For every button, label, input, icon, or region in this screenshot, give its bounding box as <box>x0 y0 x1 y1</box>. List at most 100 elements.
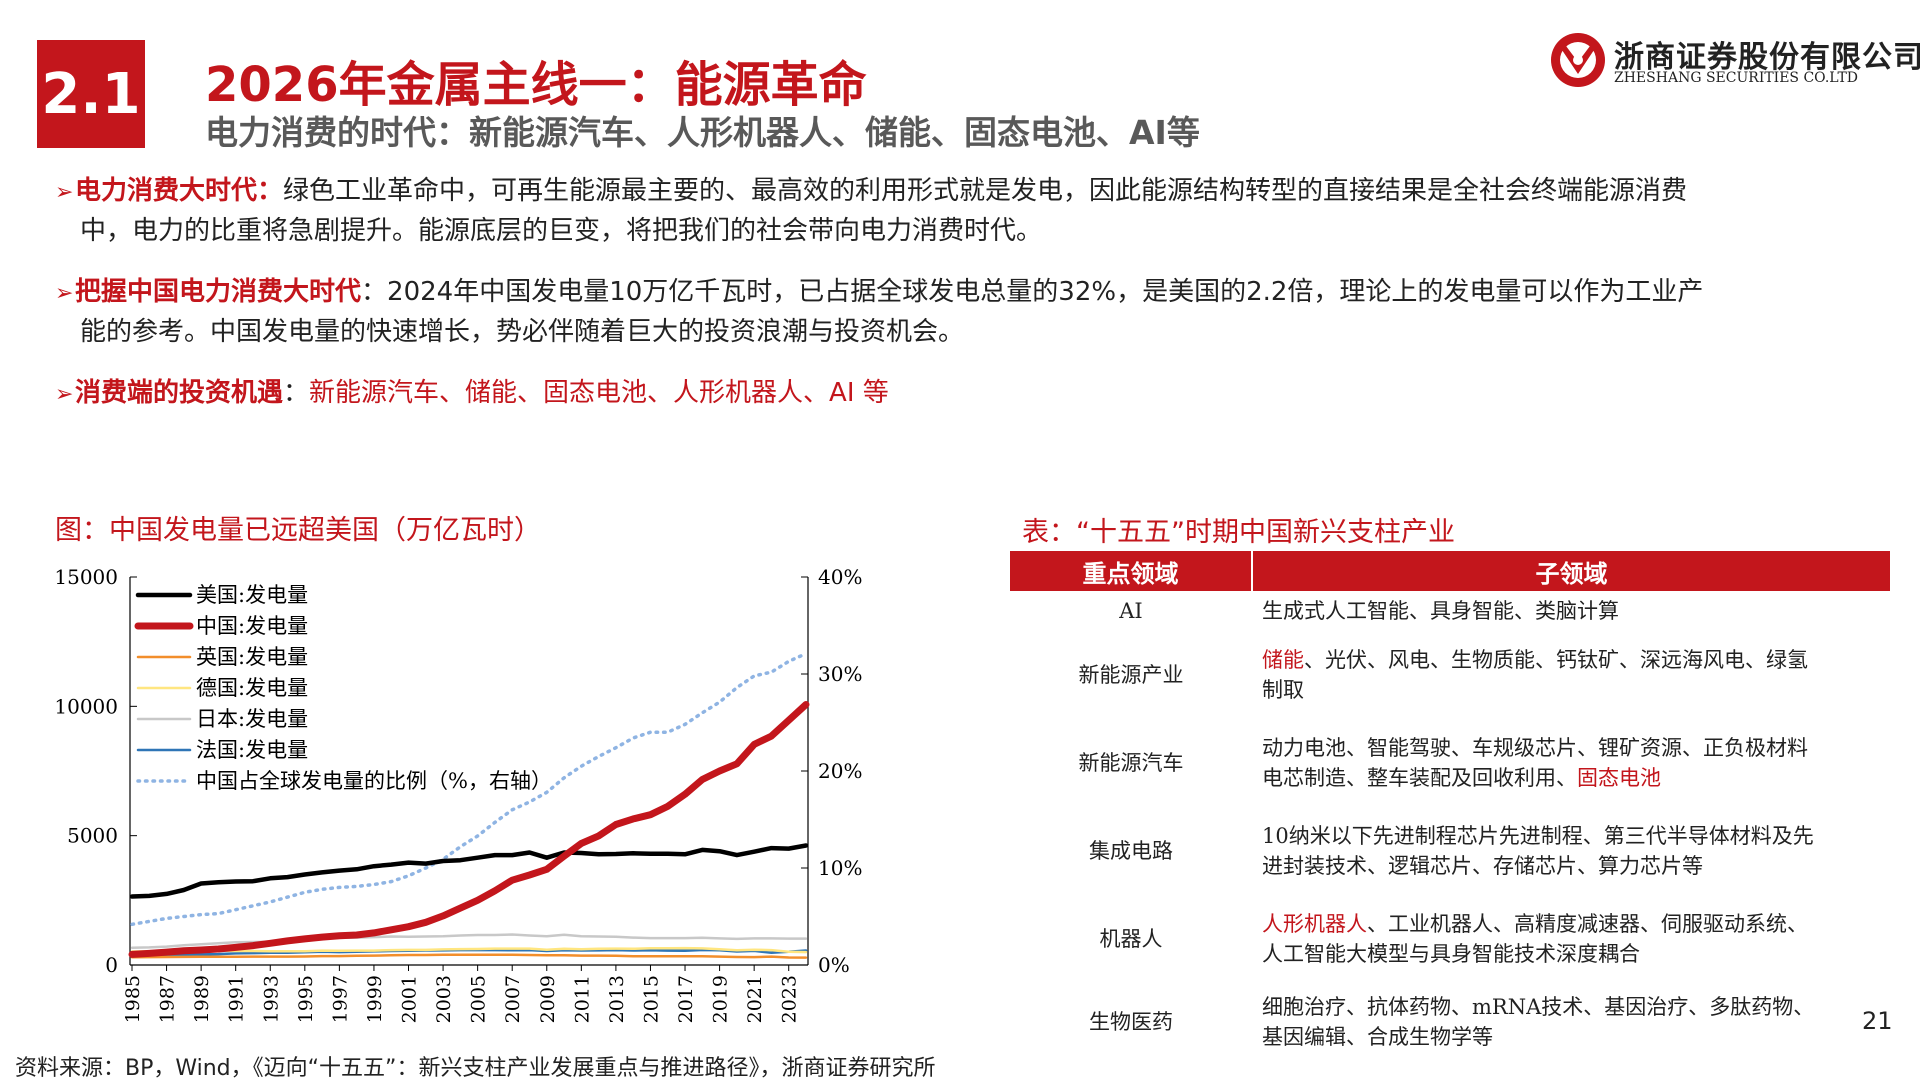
table-row: 生物医药 细胞治疗、抗体药物、mRNA技术、基因治疗、多肽药物、 基因编辑、合成… <box>1010 983 1890 1061</box>
sub-highlight: 储能 <box>1262 648 1304 672</box>
table-cell-area: 集成电路 <box>1089 839 1173 863</box>
chart-caption: 图：中国发电量已远超美国（万亿瓦时） <box>55 515 541 546</box>
x-tick-label: 2009 <box>537 975 559 1023</box>
x-tick-label: 2023 <box>779 975 801 1023</box>
bullet-text-continued: 中，电力的比重将急剧提升。能源底层的巨变，将把我们的社会带向电力消费时代。 <box>80 216 1043 246</box>
sub-text: 生成式人工智能、具身智能、类脑计算 <box>1262 599 1619 623</box>
table-cell-area: 生物医药 <box>1089 1010 1173 1034</box>
x-tick-label: 2021 <box>744 975 766 1023</box>
table-cell-sub: 细胞治疗、抗体药物、mRNA技术、基因治疗、多肽药物、 基因编辑、合成生物学等 <box>1252 983 1890 1061</box>
table-cell-area: AI <box>1119 599 1143 623</box>
y2-tick-label: 10% <box>818 856 862 880</box>
table-caption: 表：“十五五”时期中国新兴支柱产业 <box>1022 517 1455 548</box>
x-tick-label: 2017 <box>675 975 697 1023</box>
x-tick-label: 1989 <box>191 975 213 1023</box>
table-cell-sub: 人形机器人、工业机器人、高精度减速器、伺服驱动系统、 人工智能大模型与具身智能技… <box>1252 895 1890 983</box>
bullet-key: 把握中国电力消费大时代 <box>75 277 362 307</box>
power-generation-chart: 0 5000 10000 15000 0% 10% 20% 30% 40% 1985 1987 198… <box>54 565 862 1023</box>
bullet-text-continued: 能的参考。中国发电量的快速增长，势必伴随着巨大的投资浪潮与投资机会。 <box>80 317 965 347</box>
table-row: 集成电路 10纳米以下先进制程芯片先进制程、第三代半导体材料及先 进封装技术、逻… <box>1010 807 1890 895</box>
page-number: 21 <box>1862 1007 1893 1035</box>
legend-label: 美国:发电量 <box>196 583 308 607</box>
x-tick-label: 1985 <box>122 975 144 1023</box>
bullet-power-consumption-era: ➢电力消费大时代：绿色工业革命中，可再生能源最主要的、最高效的利用形式就是发电，… <box>55 172 1855 250</box>
legend-label: 日本:发电量 <box>196 707 308 731</box>
series-line-1 <box>128 701 810 958</box>
y-tick-label: 5000 <box>67 824 118 848</box>
header-key-area: 重点领域 <box>1010 551 1253 591</box>
x-tick-label: 2013 <box>606 975 628 1023</box>
series-line-3 <box>130 946 808 954</box>
bullet-arrow-icon: ➢ <box>55 382 74 407</box>
y-tick-label: 15000 <box>54 565 118 589</box>
table-cell-sub: 储能、光伏、风电、生物质能、钙钛矿、深远海风电、绿氢 制取 <box>1252 631 1890 719</box>
zheshang-logo-icon <box>1551 33 1605 87</box>
x-tick-label: 2001 <box>399 975 421 1023</box>
bullet-arrow-icon: ➢ <box>55 180 74 205</box>
bullet-separator: ： <box>257 176 284 206</box>
bullet-text: 绿色工业革命中，可再生能源最主要的、最高效的利用形式就是发电，因此能源结构转型的… <box>283 176 1688 206</box>
series-line-4 <box>130 933 808 949</box>
sub-text: 、光伏、风电、生物质能、钙钛矿、深远海风电、绿氢 <box>1304 648 1808 672</box>
page-title: 2026年金属主线一：能源革命 <box>205 57 867 113</box>
x-tick-label: 1993 <box>260 975 282 1023</box>
sub-text-line2: 基因编辑、合成生物学等 <box>1262 1025 1493 1049</box>
table-cell-area: 新能源产业 <box>1078 663 1184 687</box>
sub-text-line2: 电芯制造、整车装配及回收利用、 <box>1262 766 1577 790</box>
x-tick-label: 1997 <box>329 975 351 1023</box>
legend-label: 法国:发电量 <box>196 738 308 762</box>
table-row: 新能源产业 储能、光伏、风电、生物质能、钙钛矿、深远海风电、绿氢 制取 <box>1010 631 1890 719</box>
series-line-0 <box>129 843 809 899</box>
legend-label: 英国:发电量 <box>196 645 308 669</box>
sub-text-line2: 进封装技术、逻辑芯片、存储芯片、算力芯片等 <box>1262 854 1703 878</box>
series-line-6 <box>130 651 808 927</box>
header-sub-area: 子领域 <box>1252 551 1890 591</box>
sub-text-line2: 制取 <box>1262 678 1304 702</box>
x-tick-label: 2011 <box>571 975 593 1023</box>
y-tick-label: 0 <box>105 953 118 977</box>
sub-highlight: 人形机器人 <box>1262 912 1367 936</box>
x-tick-label: 1995 <box>295 975 317 1023</box>
sub-text: 动力电池、智能驾驶、车规级芯片、锂矿资源、正负极材料 <box>1262 736 1808 760</box>
logo-english-name: ZHESHANG SECURITIES CO.LTD <box>1614 70 1859 86</box>
bullet-arrow-icon: ➢ <box>55 281 74 306</box>
y2-tick-label: 20% <box>818 759 862 783</box>
table-cell-area: 新能源汽车 <box>1078 751 1184 775</box>
bullet-separator: ： <box>361 277 388 307</box>
table-cell-sub: 10纳米以下先进制程芯片先进制程、第三代半导体材料及先 进封装技术、逻辑芯片、存… <box>1252 807 1890 895</box>
bullet-text: 2024年中国发电量10万亿千瓦时，已占据全球发电总量的32%，是美国的2.2倍… <box>387 277 1704 307</box>
table-header-row: 重点领域 子领域 <box>1010 551 1890 591</box>
x-tick-label: 2005 <box>468 975 490 1023</box>
y2-tick-label: 40% <box>818 565 862 589</box>
emerging-industries-table: 重点领域 子领域 AI 生成式人工智能、具身智能、类脑计算 新能源产业 储能、光… <box>1010 551 1890 1061</box>
x-tick-label: 2019 <box>710 975 732 1023</box>
bullet-separator: ： <box>283 378 310 408</box>
company-logo: 浙商证券股份有限公司 ZHESHANG SECURITIES CO.LTD <box>1550 30 1920 90</box>
bullet-key: 消费端的投资机遇 <box>75 378 284 408</box>
sub-highlight: 固态电池 <box>1577 766 1661 790</box>
logo-chinese-name: 浙商证券股份有限公司 <box>1614 40 1920 75</box>
series-line-2 <box>130 953 808 959</box>
sub-text: 10纳米以下先进制程芯片先进制程、第三代半导体材料及先 <box>1262 824 1814 848</box>
bullet-key: 电力消费大时代 <box>75 176 258 206</box>
legend-label: 中国:发电量 <box>196 614 308 638</box>
page-subtitle: 电力消费的时代：新能源汽车、人形机器人、储能、固态电池、AI等 <box>205 113 1200 152</box>
x-tick-label: 1987 <box>157 975 179 1023</box>
bullet-china-power-era: ➢把握中国电力消费大时代：2024年中国发电量10万亿千瓦时，已占据全球发电总量… <box>55 273 1855 351</box>
x-tick-label: 2007 <box>502 975 524 1023</box>
table-cell-area: 机器人 <box>1099 927 1163 951</box>
x-tick-label: 2003 <box>433 975 455 1023</box>
table-cell-sub: 生成式人工智能、具身智能、类脑计算 <box>1252 591 1890 631</box>
table-row: 新能源汽车 动力电池、智能驾驶、车规级芯片、锂矿资源、正负极材料 电芯制造、整车… <box>1010 719 1890 807</box>
bullet-text: 新能源汽车、储能、固态电池、人形机器人、AI 等 <box>309 378 889 408</box>
sub-text-line2: 人工智能大模型与具身智能技术深度耦合 <box>1262 942 1640 966</box>
y2-tick-label: 30% <box>818 662 862 686</box>
legend-label: 德国:发电量 <box>196 676 308 700</box>
section-number-badge: 2.1 <box>37 40 145 148</box>
x-tick-label: 1999 <box>364 975 386 1023</box>
table-row: AI 生成式人工智能、具身智能、类脑计算 <box>1010 591 1890 631</box>
table-row: 机器人 人形机器人、工业机器人、高精度减速器、伺服驱动系统、 人工智能大模型与具… <box>1010 895 1890 983</box>
x-tick-label: 1991 <box>226 975 248 1023</box>
table-cell-sub: 动力电池、智能驾驶、车规级芯片、锂矿资源、正负极材料 电芯制造、整车装配及回收利… <box>1252 719 1890 807</box>
bullet-investment-opportunity: ➢消费端的投资机遇：新能源汽车、储能、固态电池、人形机器人、AI 等 <box>55 374 1855 414</box>
